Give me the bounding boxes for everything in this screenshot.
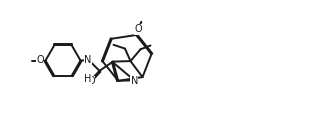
Text: O: O (134, 24, 142, 34)
Text: O: O (36, 56, 44, 66)
Text: N: N (84, 55, 91, 65)
Text: N: N (131, 76, 138, 86)
Text: H: H (84, 74, 91, 84)
Text: O: O (87, 76, 95, 86)
